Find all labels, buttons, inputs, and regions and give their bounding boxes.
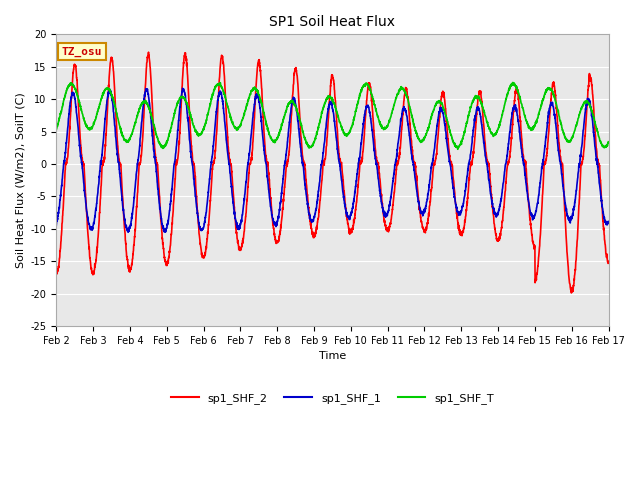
sp1_SHF_T bbox=[535, 111, 543, 117]
sp1_SHF_1 bbox=[52, 222, 60, 228]
sp1_SHF_T bbox=[52, 127, 60, 132]
sp1_SHF_2 bbox=[52, 271, 60, 276]
sp1_SHF_2 bbox=[534, 258, 542, 264]
sp1_SHF_2 bbox=[605, 259, 612, 265]
sp1_SHF_2 bbox=[148, 100, 156, 106]
sp1_SHF_T bbox=[509, 80, 516, 85]
sp1_SHF_2 bbox=[289, 100, 296, 106]
sp1_SHF_1 bbox=[179, 85, 186, 91]
sp1_SHF_T bbox=[454, 146, 461, 152]
sp1_SHF_2 bbox=[594, 158, 602, 164]
sp1_SHF_2 bbox=[568, 290, 575, 296]
sp1_SHF_T bbox=[115, 121, 123, 127]
sp1_SHF_T bbox=[148, 116, 156, 121]
Legend: sp1_SHF_2, sp1_SHF_1, sp1_SHF_T: sp1_SHF_2, sp1_SHF_1, sp1_SHF_T bbox=[166, 388, 499, 408]
Y-axis label: Soil Heat Flux (W/m2), SoilT (C): Soil Heat Flux (W/m2), SoilT (C) bbox=[15, 92, 25, 268]
sp1_SHF_T bbox=[264, 127, 272, 132]
sp1_SHF_T bbox=[288, 99, 296, 105]
sp1_SHF_2 bbox=[264, 168, 272, 173]
Line: sp1_SHF_1: sp1_SHF_1 bbox=[56, 88, 609, 232]
Text: TZ_osu: TZ_osu bbox=[62, 47, 102, 57]
sp1_SHF_1 bbox=[594, 167, 602, 172]
sp1_SHF_T bbox=[594, 132, 602, 137]
sp1_SHF_T bbox=[605, 139, 612, 144]
X-axis label: Time: Time bbox=[319, 351, 346, 361]
Title: SP1 Soil Heat Flux: SP1 Soil Heat Flux bbox=[269, 15, 396, 29]
Line: sp1_SHF_T: sp1_SHF_T bbox=[56, 83, 609, 149]
sp1_SHF_1 bbox=[124, 229, 132, 235]
sp1_SHF_1 bbox=[264, 184, 272, 190]
sp1_SHF_1 bbox=[289, 97, 296, 103]
Line: sp1_SHF_2: sp1_SHF_2 bbox=[56, 52, 609, 293]
sp1_SHF_2 bbox=[145, 49, 152, 55]
sp1_SHF_1 bbox=[605, 219, 612, 225]
sp1_SHF_1 bbox=[148, 132, 156, 138]
sp1_SHF_1 bbox=[115, 167, 123, 172]
sp1_SHF_2 bbox=[115, 157, 123, 163]
sp1_SHF_1 bbox=[535, 193, 543, 199]
